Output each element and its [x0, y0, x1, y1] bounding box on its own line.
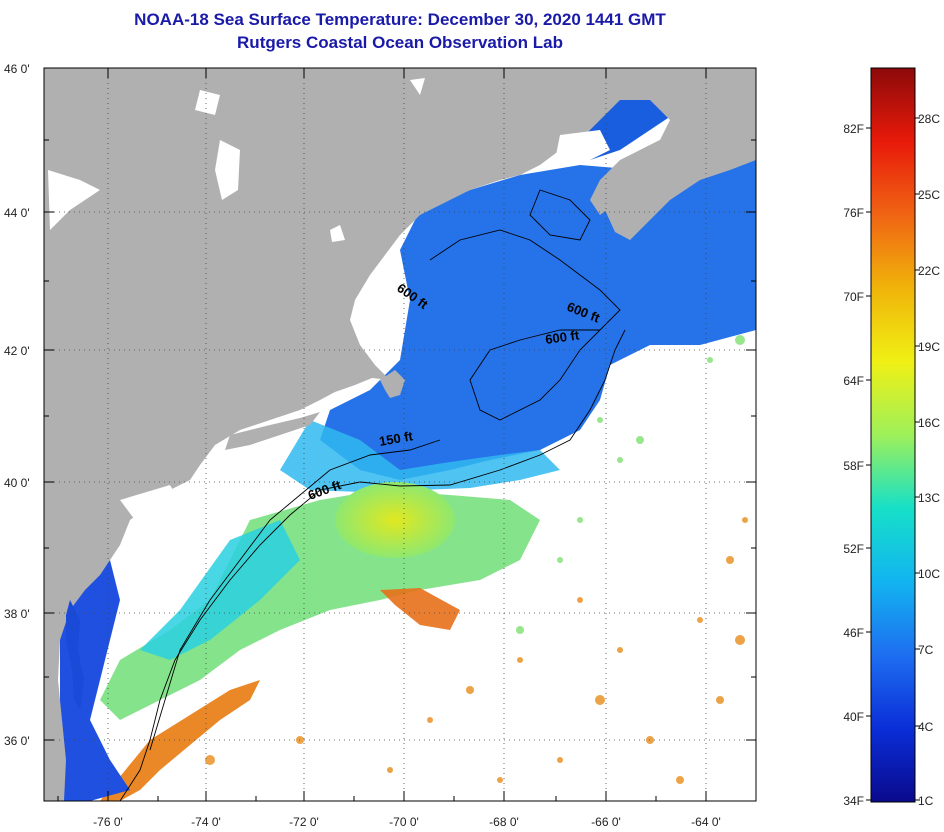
land-long-island — [225, 412, 320, 450]
colorbar-f-64: 64F — [843, 374, 864, 388]
colorbar-c-19: 19C — [918, 340, 940, 354]
lon-label-64: -64 0' — [691, 815, 721, 829]
colorbar-f-70: 70F — [843, 290, 864, 304]
lon-label-76: -76 0' — [93, 815, 123, 829]
colorbar-c-10: 10C — [918, 567, 940, 581]
bathymetry-contours — [119, 189, 626, 801]
colorbar-c-13: 13C — [918, 491, 940, 505]
lat-label-42: 42 0' — [4, 344, 30, 358]
colorbar-f-58: 58F — [843, 459, 864, 473]
map-title: NOAA-18 Sea Surface Temperature: Decembe… — [134, 10, 666, 29]
colorbar-c-7: 7C — [918, 643, 934, 657]
contour-600ft-gulf-of-maine — [429, 229, 621, 421]
lon-label-68: -68 0' — [489, 815, 519, 829]
map-frame — [43, 67, 757, 802]
contour-label-600ft-east: 600 ft — [544, 327, 580, 347]
colorbar-f-40: 40F — [843, 710, 864, 724]
green-patches — [516, 335, 745, 634]
colorbar-scale — [870, 67, 916, 803]
lat-label-38: 38 0' — [4, 607, 30, 621]
lat-label-36: 36 0' — [4, 734, 30, 748]
warm-patches — [205, 517, 748, 784]
lat-label-46: 46 0' — [4, 62, 30, 76]
cyan-band — [140, 520, 300, 660]
colorbar-f-82: 82F — [843, 122, 864, 136]
graticule — [44, 68, 756, 801]
lon-label-72: -72 0' — [289, 815, 319, 829]
contour-label-150ft: 150 ft — [378, 428, 415, 449]
map-subtitle: Rutgers Coastal Ocean Observation Lab — [237, 33, 563, 52]
colorbar-c-1: 1C — [918, 794, 934, 808]
lon-label-70: -70 0' — [389, 815, 419, 829]
colorbar-f-52: 52F — [843, 542, 864, 556]
land-mainland — [44, 68, 756, 801]
axis-ticks — [44, 67, 756, 801]
contour-150ft — [149, 439, 441, 751]
colorbar-ticks — [866, 117, 920, 801]
colorbar-f-76: 76F — [843, 206, 864, 220]
lat-label-44: 44 0' — [4, 206, 30, 220]
warm-core-ring — [335, 482, 455, 558]
colorbar-c-28: 28C — [918, 112, 940, 126]
colorbar-c-16: 16C — [918, 416, 940, 430]
contour-600ft-jordan-basin — [529, 189, 591, 241]
colorbar-c-25: 25C — [918, 188, 940, 202]
colorbar-c-4: 4C — [918, 720, 934, 734]
cold-water-region — [320, 150, 756, 480]
colorbar-f-46: 46F — [843, 626, 864, 640]
shelf-water-region — [280, 420, 560, 492]
colorbar: 82F 76F 70F 64F 58F 52F 46F 40F 34F 28C … — [843, 67, 940, 808]
map-area: 600 ft 600 ft 600 ft 150 ft 600 ft — [44, 68, 756, 801]
lat-label-40: 40 0' — [4, 476, 30, 490]
colorbar-c-22: 22C — [918, 264, 940, 278]
contour-600ft-shelf-edge — [119, 329, 626, 801]
gulf-stream-edge — [380, 588, 460, 630]
lon-label-74: -74 0' — [191, 815, 221, 829]
lon-label-66: -66 0' — [591, 815, 621, 829]
colorbar-f-34: 34F — [843, 794, 864, 808]
snow-patches — [48, 78, 610, 540]
land-cape-cod — [380, 370, 405, 398]
land-nova-scotia — [600, 130, 756, 240]
chesapeake-bay — [66, 600, 84, 710]
